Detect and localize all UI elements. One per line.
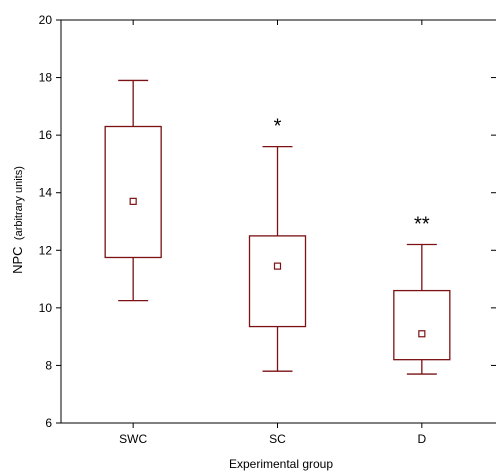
box-iqr xyxy=(104,125,162,259)
y-axis-title: NPC (arbitrary units) xyxy=(10,166,25,274)
x-tick-label: D xyxy=(417,432,426,446)
box-swc xyxy=(104,79,162,302)
box-sc xyxy=(248,146,307,372)
x-axis-title: Experimental group xyxy=(229,457,333,471)
mean-marker xyxy=(273,262,282,270)
box-series xyxy=(104,79,451,375)
y-tick-label: 10 xyxy=(39,301,53,315)
y-tick-label: 14 xyxy=(39,186,53,200)
mean-marker xyxy=(418,330,426,338)
significance-marker: * xyxy=(274,116,282,138)
y-axis-title-main: NPC xyxy=(10,246,25,273)
y-tick-label: 6 xyxy=(45,416,52,430)
y-tick-label: 12 xyxy=(39,243,53,257)
y-tick-label: 20 xyxy=(39,13,53,27)
x-axis: SWC SC D xyxy=(119,20,426,446)
box-iqr xyxy=(248,235,307,328)
box-d xyxy=(393,243,451,375)
box-iqr xyxy=(393,289,451,361)
x-tick-label: SWC xyxy=(119,432,147,446)
y-tick-label: 18 xyxy=(39,71,53,85)
y-axis: 6 8 10 12 14 16 18 20 xyxy=(39,13,496,430)
significance-annotations: *** xyxy=(274,116,430,236)
significance-marker: ** xyxy=(414,214,430,236)
y-tick-label: 8 xyxy=(45,358,52,372)
x-tick-label: SC xyxy=(269,432,286,446)
mean-marker xyxy=(129,197,137,205)
y-axis-title-units: (arbitrary units) xyxy=(13,166,25,240)
y-tick-label: 16 xyxy=(39,128,53,142)
